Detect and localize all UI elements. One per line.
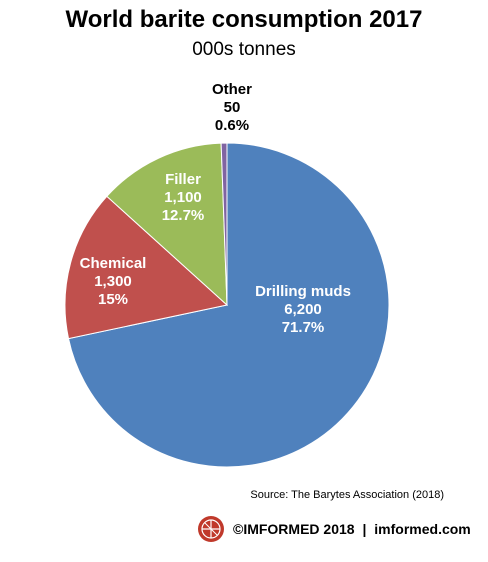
pie-slice-filler — [106, 142, 228, 307]
pie-slice-drilling-muds — [67, 142, 390, 468]
data-label-chemical-label: Chemical — [80, 255, 147, 272]
data-label-chemical-value: 1,300 — [94, 273, 132, 290]
footer-separator: | — [362, 521, 367, 537]
footer-branding: ©IMFORMED 2018 | imformed.com — [197, 514, 471, 544]
footer-brand: ©IMFORMED 2018 — [233, 521, 355, 537]
data-label-other-percent: 0.6% — [215, 117, 249, 134]
data-label-chemical-percent: 15% — [98, 291, 128, 308]
data-label-drilling-muds-label: Drilling muds — [255, 283, 351, 300]
data-label-other-value: 50 — [224, 99, 241, 116]
footer-site-link[interactable]: imformed.com — [374, 521, 471, 537]
data-label-drilling-muds-percent: 71.7% — [282, 319, 325, 336]
pie-slice-chemical — [64, 195, 229, 340]
data-label-drilling-muds-value: 6,200 — [284, 301, 322, 318]
imformed-logo-icon — [198, 516, 224, 542]
data-label-other-label: Other — [212, 81, 252, 98]
data-label-filler-value: 1,100 — [164, 189, 202, 206]
chart-title: World barite consumption 2017 — [65, 6, 423, 33]
data-label-filler-percent: 12.7% — [162, 207, 205, 224]
data-label-filler-label: Filler — [165, 171, 201, 188]
pie-slice-other — [220, 142, 228, 306]
source-note: Source: The Barytes Association (2018) — [250, 489, 444, 501]
chart-subtitle: 000s tonnes — [192, 39, 296, 60]
